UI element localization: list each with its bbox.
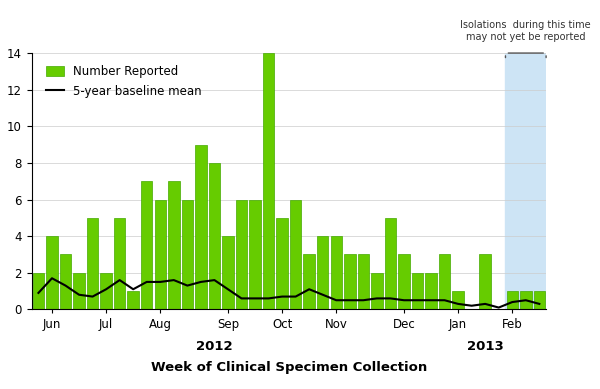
Bar xyxy=(317,236,328,309)
Bar xyxy=(385,218,396,309)
Bar xyxy=(100,273,112,309)
Bar xyxy=(114,218,125,309)
Bar xyxy=(358,254,369,309)
Bar xyxy=(331,236,342,309)
Bar xyxy=(73,273,85,309)
Bar xyxy=(304,254,315,309)
Bar xyxy=(222,236,234,309)
Bar xyxy=(452,291,464,309)
Text: 2012: 2012 xyxy=(196,340,233,353)
Bar xyxy=(344,254,356,309)
Bar xyxy=(520,291,532,309)
Bar xyxy=(127,291,139,309)
Bar xyxy=(236,200,247,309)
Text: 2013: 2013 xyxy=(467,340,503,353)
Text: Isolations  during this time
may not yet be reported: Isolations during this time may not yet … xyxy=(460,21,591,42)
Bar xyxy=(209,163,220,309)
Bar xyxy=(371,273,383,309)
Bar xyxy=(412,273,423,309)
Bar xyxy=(425,273,437,309)
Bar xyxy=(479,254,491,309)
Bar xyxy=(506,291,518,309)
Bar xyxy=(46,236,58,309)
Bar xyxy=(533,291,545,309)
Bar xyxy=(182,200,193,309)
Bar xyxy=(505,53,546,309)
Bar xyxy=(439,254,451,309)
Bar xyxy=(263,53,274,309)
Bar xyxy=(60,254,71,309)
Bar xyxy=(277,218,288,309)
Bar xyxy=(195,145,206,309)
Bar xyxy=(32,273,44,309)
Bar xyxy=(249,200,261,309)
Bar xyxy=(290,200,301,309)
Bar xyxy=(398,254,410,309)
Bar xyxy=(168,181,179,309)
Bar xyxy=(87,218,98,309)
X-axis label: Week of Clinical Specimen Collection: Week of Clinical Specimen Collection xyxy=(151,361,427,374)
Legend: Number Reported, 5-year baseline mean: Number Reported, 5-year baseline mean xyxy=(43,61,206,102)
Bar xyxy=(141,181,152,309)
Bar xyxy=(155,200,166,309)
